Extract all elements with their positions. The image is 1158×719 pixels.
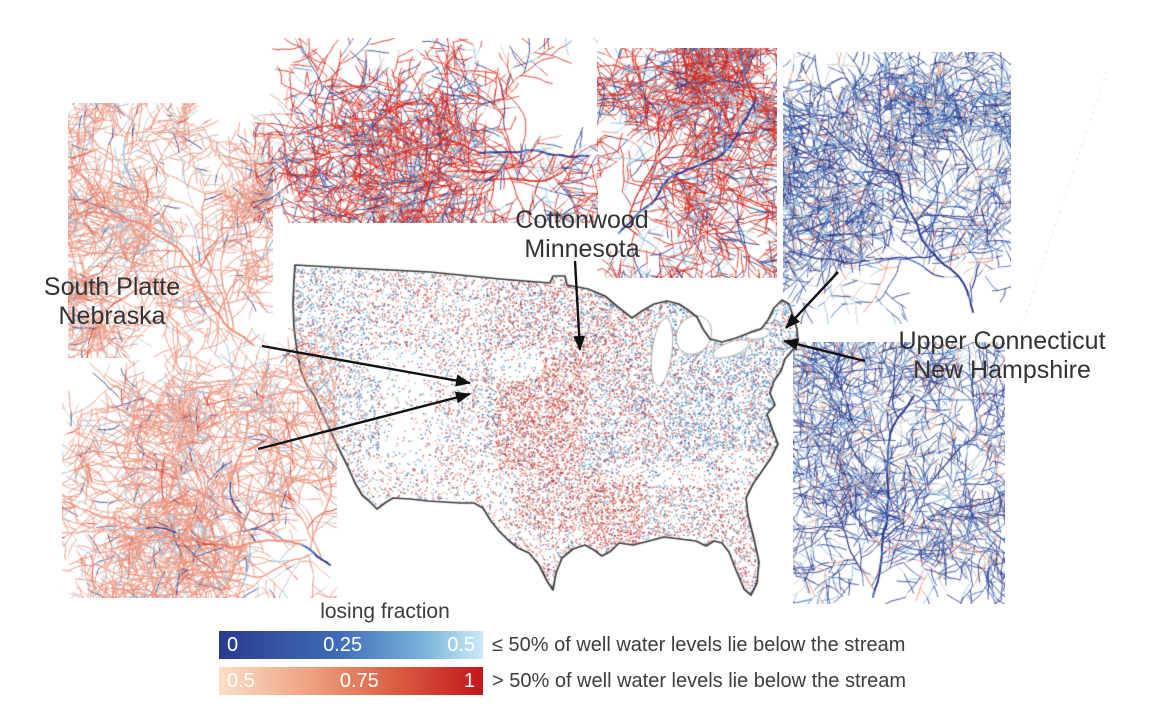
colorbar-gaining-tick-025: 0.25 <box>323 634 363 656</box>
colorbar-losing-tick-075: 0.75 <box>339 670 379 692</box>
inset-upper-connecticut-bottom-network <box>793 342 1005 604</box>
colorbar-losing-tick-1: 1 <box>463 670 475 692</box>
colorbar-losing: 0.5 0.75 1 <box>219 667 483 695</box>
label-south-platte: South Platte Nebraska <box>12 273 212 331</box>
colorbar-gaining: 0 0.25 0.5 <box>219 631 483 659</box>
colorbar-gaining-description: ≤ 50% of well water levels lie below the… <box>492 633 906 656</box>
label-south-platte-line1: South Platte <box>43 273 181 301</box>
label-upper-connecticut: Upper Connecticut New Hampshire <box>872 327 1132 385</box>
label-upper-connecticut-line2: New Hampshire <box>913 356 1091 384</box>
inset-cottonwood-left-network <box>253 38 598 223</box>
inset-upper-connecticut-top-network <box>783 52 1011 324</box>
label-upper-connecticut-line1: Upper Connecticut <box>898 327 1106 355</box>
colorbar-losing-description: > 50% of well water levels lie below the… <box>492 669 907 692</box>
label-cottonwood: Cottonwood Minnesota <box>482 206 682 264</box>
inset-cottonwood-right-network <box>597 48 777 278</box>
label-cottonwood-line2: Minnesota <box>524 235 640 263</box>
us-map <box>270 252 810 617</box>
colorbar-losing-tick-05: 0.5 <box>227 670 255 692</box>
legend: losing fraction 0 0.25 0.5 ≤ 50% of well… <box>219 600 906 695</box>
label-cottonwood-line1: Cottonwood <box>515 206 649 234</box>
label-south-platte-line2: Nebraska <box>58 302 166 330</box>
colorbar-gaining-tick-05: 0.5 <box>447 634 475 656</box>
faint-stream-trace <box>1019 71 1107 333</box>
inset-south-platte-upper-network <box>68 103 273 358</box>
inset-south-platte-lower-network <box>62 328 337 598</box>
legend-title: losing fraction <box>320 600 450 623</box>
colorbar-gaining-tick-0: 0 <box>227 634 239 656</box>
